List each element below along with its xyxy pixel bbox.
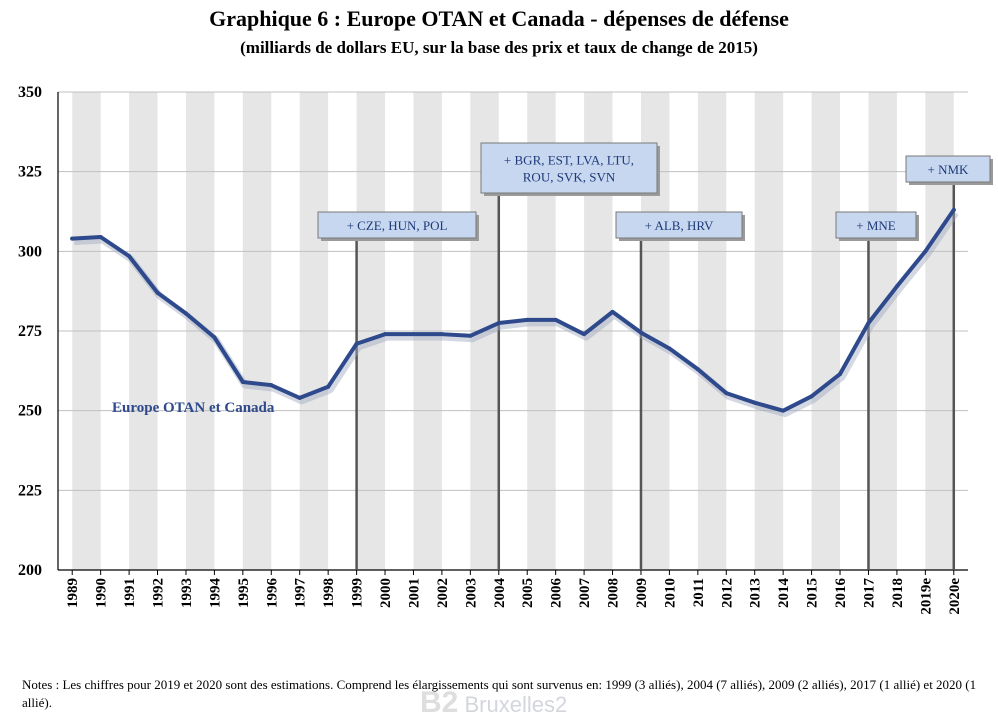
x-tick-label: 1996: [264, 578, 280, 609]
data-point: [838, 372, 843, 377]
data-point: [496, 321, 501, 326]
data-point: [354, 341, 359, 346]
annotation-text: ROU, SVK, SVN: [523, 170, 616, 185]
x-tick-label: 2010: [662, 578, 678, 608]
y-tick-label: 350: [18, 84, 42, 101]
annotation-text: + ALB, HRV: [645, 218, 714, 233]
x-tick-label: 2001: [406, 578, 422, 608]
x-tick-label: 2014: [776, 578, 792, 609]
x-tick-label: 2018: [890, 578, 906, 608]
x-tick-label: 2000: [378, 578, 394, 608]
x-tick-label: 2012: [719, 578, 735, 608]
x-tick-label: 1998: [321, 578, 337, 608]
data-point: [638, 330, 643, 335]
x-tick-label: 2004: [492, 578, 508, 609]
x-tick-label: 2016: [833, 578, 849, 609]
data-point: [70, 236, 75, 241]
data-point: [667, 346, 672, 351]
y-tick-label: 300: [18, 243, 42, 260]
annotation-box: [480, 142, 658, 194]
data-point: [411, 332, 416, 337]
data-point: [439, 332, 444, 337]
data-point: [752, 400, 757, 405]
data-point: [326, 384, 331, 389]
data-point: [212, 335, 217, 340]
annotation-text: + CZE, HUN, POL: [347, 218, 448, 233]
annotation-box: [835, 211, 917, 239]
annotation-box: [615, 211, 743, 239]
annotation-box: [905, 155, 991, 183]
x-tick-label: 1997: [293, 578, 309, 609]
data-point: [582, 332, 587, 337]
annotation-box: [317, 211, 477, 239]
y-tick-label: 275: [18, 323, 42, 340]
data-point: [894, 284, 899, 289]
data-point: [127, 254, 132, 259]
x-tick-label: 1992: [151, 578, 167, 608]
x-tick-label: 1995: [236, 578, 252, 608]
x-tick-label: 2015: [805, 578, 821, 608]
series-label: Europe OTAN et Canada: [112, 400, 275, 416]
x-tick-label: 1989: [65, 578, 81, 608]
x-tick-label: 2019e: [918, 578, 934, 615]
x-tick-label: 2002: [435, 578, 451, 608]
chart-notes: Notes : Les chiffres pour 2019 et 2020 s…: [22, 677, 977, 710]
x-tick-label: 2005: [520, 578, 536, 608]
x-tick-label: 1990: [94, 578, 110, 608]
annotation-text: + BGR, EST, LVA, LTU,: [504, 153, 634, 168]
x-tick-label: 2020e: [947, 578, 963, 615]
data-point: [724, 391, 729, 396]
data-point: [866, 321, 871, 326]
data-point: [297, 395, 302, 400]
x-tick-label: 2003: [463, 578, 479, 608]
x-tick-label: 2008: [606, 578, 622, 608]
x-tick-label: 1993: [179, 578, 195, 608]
x-tick-label: 2011: [691, 578, 707, 607]
data-point: [610, 309, 615, 314]
data-point: [809, 394, 814, 399]
x-tick-label: 2017: [861, 578, 877, 609]
data-point: [98, 234, 103, 239]
x-tick-label: 1999: [350, 578, 366, 608]
data-point: [525, 317, 530, 322]
x-tick-label: 1991: [122, 578, 138, 608]
data-point: [923, 249, 928, 254]
data-point: [951, 207, 956, 212]
data-point: [553, 317, 558, 322]
x-tick-label: 2013: [748, 578, 764, 608]
line-chart: 200 225 250 275 300 325 350 1989 1990 1991 1992 199…: [18, 84, 993, 615]
data-point: [155, 290, 160, 295]
series-line: [70, 207, 956, 413]
y-tick-label: 325: [18, 164, 42, 181]
data-point: [781, 408, 786, 413]
annotation-text: + MNE: [856, 218, 896, 233]
annotation-text: + NMK: [928, 162, 970, 177]
x-tick-label: 2006: [549, 578, 565, 609]
data-point: [468, 333, 473, 338]
x-tick-label: 2007: [577, 578, 593, 609]
chart-title: Graphique 6 : Europe OTAN et Canada - dé…: [209, 6, 789, 31]
x-tick-label: 2009: [634, 578, 650, 608]
y-tick-label: 200: [18, 562, 42, 579]
data-point: [183, 311, 188, 316]
x-tick-label: 1994: [207, 578, 223, 609]
data-point: [269, 383, 274, 388]
data-point: [240, 379, 245, 384]
data-point: [695, 367, 700, 372]
y-tick-label: 225: [18, 482, 42, 499]
chart-subtitle: (milliards de dollars EU, sur la base de…: [240, 38, 758, 57]
y-tick-label: 250: [18, 403, 42, 420]
data-point: [383, 332, 388, 337]
